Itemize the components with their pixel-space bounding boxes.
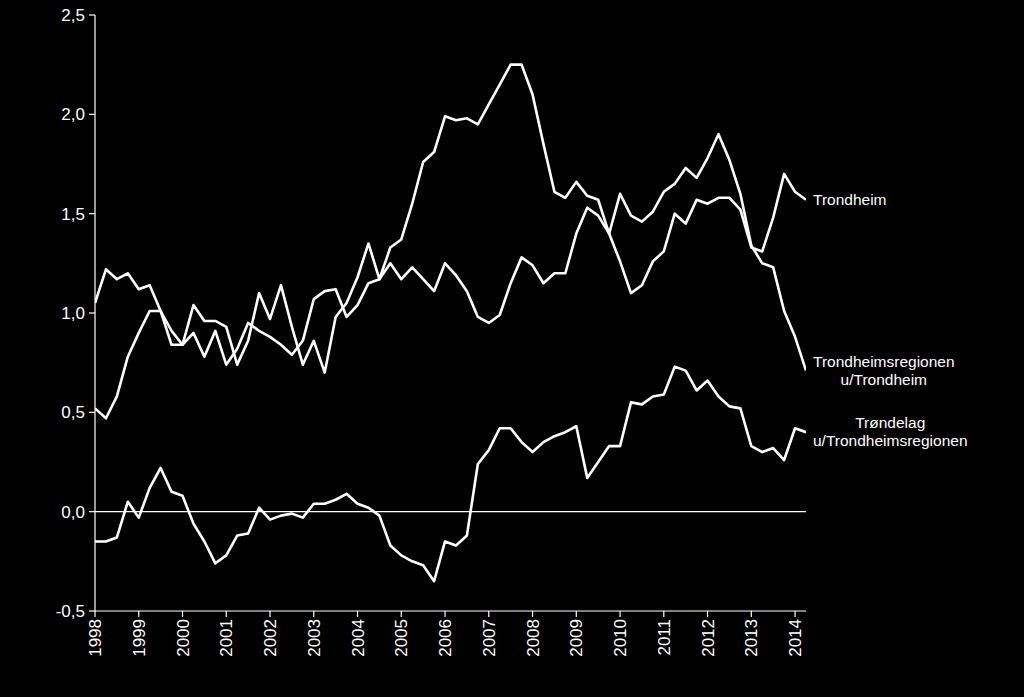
x-tick-label: 1999 — [130, 619, 149, 657]
series-label-line: Trondheim — [813, 191, 887, 208]
x-tick — [138, 611, 139, 617]
y-tick-label: 2,0 — [61, 105, 85, 124]
series-label-line: u/Trondheimsregionen — [813, 432, 968, 449]
x-tick — [751, 611, 752, 617]
y-tick — [89, 412, 95, 413]
x-tick-label: 2001 — [217, 619, 236, 657]
x-tick-label: 2011 — [655, 619, 674, 656]
x-tick-label: 2000 — [174, 619, 193, 657]
series-line — [95, 65, 806, 373]
x-tick — [488, 611, 489, 617]
x-tick-label: 2006 — [436, 619, 455, 657]
y-tick — [89, 511, 95, 512]
y-tick-label: 1,5 — [61, 205, 85, 224]
x-tick — [269, 611, 270, 617]
x-tick-label: 2012 — [699, 619, 718, 657]
x-axis — [95, 610, 806, 611]
x-tick — [444, 611, 445, 617]
x-tick-label: 2014 — [786, 619, 805, 657]
series-label: Trøndelagu/Trondheimsregionen — [813, 414, 968, 449]
x-tick — [226, 611, 227, 617]
x-tick-label: 2007 — [480, 619, 499, 657]
x-tick — [794, 611, 795, 617]
lines — [95, 65, 806, 582]
series-line — [95, 174, 806, 418]
y-tick — [89, 14, 95, 15]
x-tick-label: 2003 — [305, 619, 324, 657]
y-tick-label: 0,5 — [61, 403, 85, 422]
x-tick — [707, 611, 708, 617]
x-tick — [619, 611, 620, 617]
x-tick — [663, 611, 664, 617]
y-tick-label: 0,0 — [61, 503, 85, 522]
x-tick-label: 2009 — [567, 619, 586, 657]
series-line — [95, 367, 806, 582]
y-tick — [89, 114, 95, 115]
x-tick-label: 2002 — [261, 619, 280, 657]
y-tick-label: 2,5 — [61, 6, 85, 25]
series-label-line: Trøndelag — [855, 414, 925, 431]
x-tick-label: 2005 — [392, 619, 411, 657]
series-label: Trondheimsregionenu/Trondheim — [813, 353, 955, 388]
x-tick — [401, 611, 402, 617]
y-tick-label: 1,0 — [61, 304, 85, 323]
y-tick-label: -0,5 — [56, 602, 85, 621]
x-tick-label: 2004 — [349, 619, 368, 657]
series-label: Trondheim — [813, 191, 887, 208]
x-tick-label: 1998 — [86, 619, 105, 657]
x-tick — [182, 611, 183, 617]
chart: -0,5 0,0 0,5 1,0 1,5 2,0 2,5 1998 1999 2000 2001 20… — [0, 0, 1024, 697]
y-tick — [89, 610, 95, 611]
x-tick-label: 2010 — [611, 619, 630, 657]
y-tick — [89, 312, 95, 313]
series-label-line: u/Trondheim — [841, 371, 927, 388]
x-tick — [576, 611, 577, 617]
x-tick — [532, 611, 533, 617]
x-tick — [313, 611, 314, 617]
background — [0, 0, 1024, 697]
x-tick — [357, 611, 358, 617]
x-tick-label: 2013 — [742, 619, 761, 657]
series-label-line: Trondheimsregionen — [813, 353, 955, 370]
x-tick — [94, 611, 95, 617]
y-tick — [89, 213, 95, 214]
x-tick-label: 2008 — [524, 619, 543, 657]
zero-line — [95, 511, 806, 512]
